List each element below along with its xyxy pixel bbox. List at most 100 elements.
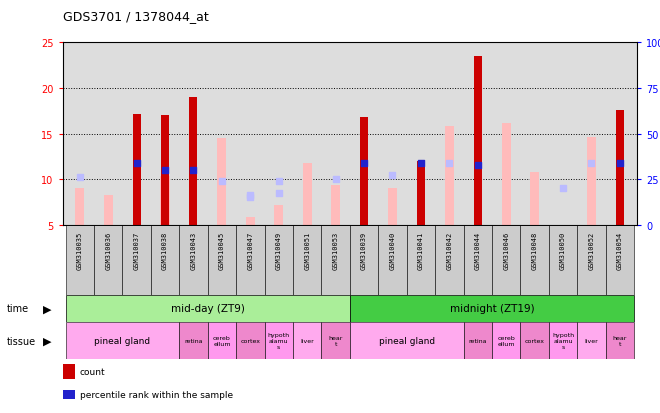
Point [473,163,483,169]
Text: count: count [80,367,106,376]
Bar [587,138,596,225]
Text: GSM310041: GSM310041 [418,231,424,269]
Bar [578,225,606,295]
Text: GSM310052: GSM310052 [589,231,595,269]
Bar [104,195,113,225]
Text: cereb
ellum: cereb ellum [497,335,515,346]
Text: time: time [7,304,29,314]
Bar [160,177,170,225]
Text: cereb
ellum: cereb ellum [213,335,231,346]
Point [216,178,227,185]
Text: GSM310044: GSM310044 [475,231,480,269]
Text: GSM310046: GSM310046 [503,231,509,269]
Point [586,160,597,166]
Bar [350,322,463,359]
Point [160,167,170,174]
Text: hear
t: hear t [612,335,627,346]
Point [245,193,255,199]
Bar [65,295,350,322]
Text: GDS3701 / 1378044_at: GDS3701 / 1378044_at [63,10,209,23]
Bar [274,205,283,225]
Bar [65,225,94,295]
Text: GSM310050: GSM310050 [560,231,566,269]
Text: hear
t: hear t [329,335,343,346]
Text: hypoth
alamu
s: hypoth alamu s [268,332,290,349]
Text: pineal gland: pineal gland [379,336,435,345]
Bar [463,322,492,359]
Bar [530,172,539,225]
Text: ▶: ▶ [43,336,51,346]
Bar [208,225,236,295]
Bar [236,322,265,359]
Text: GSM310037: GSM310037 [133,231,140,269]
Text: GSM310038: GSM310038 [162,231,168,269]
Bar [133,114,141,225]
Point [273,178,284,185]
Bar [502,123,511,225]
Bar [151,225,180,295]
Bar [492,322,520,359]
Point [131,160,142,166]
Bar [548,322,578,359]
Bar [417,161,425,225]
Bar [161,116,169,225]
Text: retina: retina [184,338,203,343]
Bar [360,118,368,225]
Text: GSM310039: GSM310039 [361,231,367,269]
Bar [293,322,321,359]
Text: GSM310035: GSM310035 [77,231,82,269]
Bar [321,322,350,359]
Point [387,172,398,178]
Bar [180,225,208,295]
Text: GSM310040: GSM310040 [389,231,395,269]
Bar [236,225,265,295]
Bar [189,98,197,225]
Bar [520,322,548,359]
Bar [520,225,548,295]
Bar [378,225,407,295]
Bar [388,189,397,225]
Bar [578,322,606,359]
Bar [217,139,226,225]
Text: midnight (ZT19): midnight (ZT19) [449,304,534,314]
Point [444,160,455,166]
Point [75,175,85,181]
Text: GSM310042: GSM310042 [446,231,452,269]
Bar [265,225,293,295]
Bar [180,322,208,359]
Text: GSM310049: GSM310049 [276,231,282,269]
Text: cortex: cortex [240,338,260,343]
Bar [492,225,520,295]
Text: GSM310036: GSM310036 [105,231,111,269]
Point [245,195,255,201]
Bar [350,295,634,322]
Bar [265,322,293,359]
Text: pineal gland: pineal gland [94,336,150,345]
Text: GSM310054: GSM310054 [617,231,623,269]
Text: liver: liver [300,338,314,343]
Bar [293,225,321,295]
Bar [407,225,435,295]
Text: ▶: ▶ [43,304,51,314]
Bar [616,111,624,225]
Bar [122,225,151,295]
Bar [435,225,463,295]
Text: tissue: tissue [7,336,36,346]
Bar [321,225,350,295]
Bar [606,225,634,295]
Bar [94,225,122,295]
Bar [208,322,236,359]
Point [188,167,199,174]
Text: GSM310047: GSM310047 [248,231,253,269]
Text: GSM310051: GSM310051 [304,231,310,269]
Point [273,190,284,197]
Text: GSM310045: GSM310045 [219,231,225,269]
Point [614,160,625,166]
Bar [463,225,492,295]
Bar [246,218,255,225]
Text: liver: liver [585,338,599,343]
Bar [331,185,340,225]
Bar [474,57,482,225]
Text: GSM310053: GSM310053 [333,231,339,269]
Point [558,185,568,192]
